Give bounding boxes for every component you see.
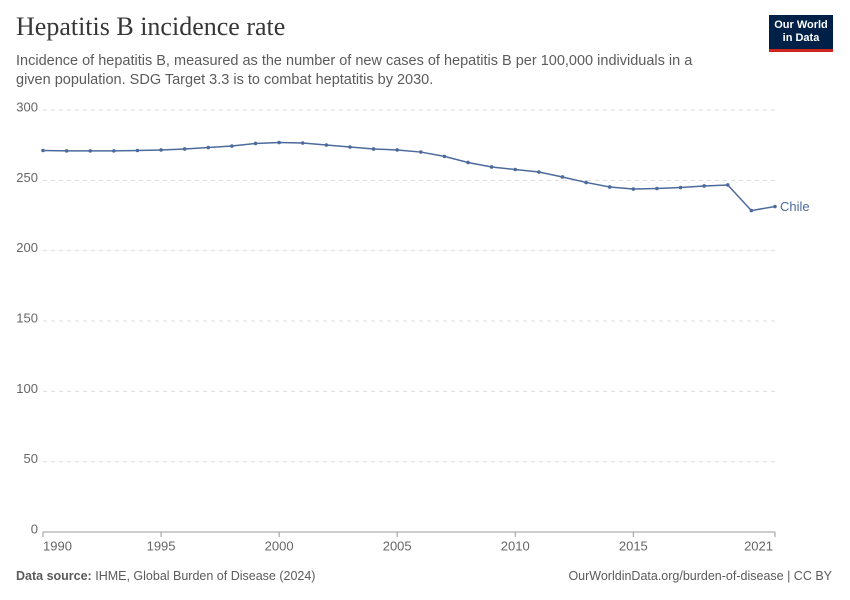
y-tick-label: 50 (24, 451, 38, 466)
point (253, 141, 258, 146)
point (631, 187, 636, 191)
source-label: Data source: (16, 569, 92, 583)
point (749, 208, 754, 213)
point (466, 160, 470, 165)
chart-title: Hepatitis B incidence rate (16, 12, 286, 41)
y-tick-label: 100 (16, 381, 38, 396)
point (230, 144, 234, 148)
x-tick-label: 2015 (619, 538, 648, 553)
logo[interactable]: Our World in Data (769, 15, 833, 52)
point (702, 184, 706, 188)
point (678, 185, 683, 190)
point (277, 140, 281, 145)
point (135, 148, 140, 153)
logo-line: in Data (782, 32, 820, 44)
x-tick-label: 2021 (744, 538, 773, 553)
point (206, 145, 211, 150)
point (489, 165, 494, 169)
x-tick-label: 1990 (43, 538, 72, 553)
series-label: Chile (780, 199, 810, 214)
y-tick-label: 150 (16, 310, 38, 325)
y-tick-label: 300 (16, 99, 38, 114)
point (41, 148, 45, 153)
point (348, 145, 352, 149)
point (88, 149, 93, 153)
line (42, 141, 776, 212)
source: Data source: IHME, Global Burden of Dise… (16, 569, 315, 583)
point (560, 175, 565, 179)
point (300, 141, 305, 145)
x-tick-label: 2010 (501, 538, 530, 553)
point (182, 147, 187, 151)
y-tick-label: 250 (16, 170, 38, 185)
chart-subtitle: Incidence of hepatitis B, measured as th… (16, 53, 693, 88)
x-tick-label: 1995 (147, 538, 176, 553)
point (159, 148, 163, 152)
point (607, 185, 612, 189)
point (64, 149, 69, 153)
point (419, 150, 423, 154)
point (725, 183, 730, 187)
source-text[interactable]: IHME, Global Burden of Disease (2024) (95, 569, 316, 583)
footer-link[interactable]: OurWorldinData.org/burden-of-disease | C… (568, 569, 832, 583)
point (112, 149, 116, 153)
point (584, 180, 588, 185)
point (395, 148, 399, 152)
point (442, 154, 447, 159)
point (371, 147, 376, 151)
point (537, 170, 541, 174)
point (655, 186, 659, 191)
logo-line: Our World (774, 19, 828, 31)
y-tick-label: 200 (16, 240, 38, 255)
point (513, 167, 518, 172)
point (773, 204, 777, 209)
x-tick-label: 2005 (383, 538, 412, 553)
chart: 0 50 100 150 200 250 300 1990 1995 2000 2005 2010 20… (16, 99, 810, 553)
y-tick-label: 0 (31, 521, 38, 536)
x-tick-label: 2000 (265, 538, 294, 553)
point (324, 143, 329, 147)
